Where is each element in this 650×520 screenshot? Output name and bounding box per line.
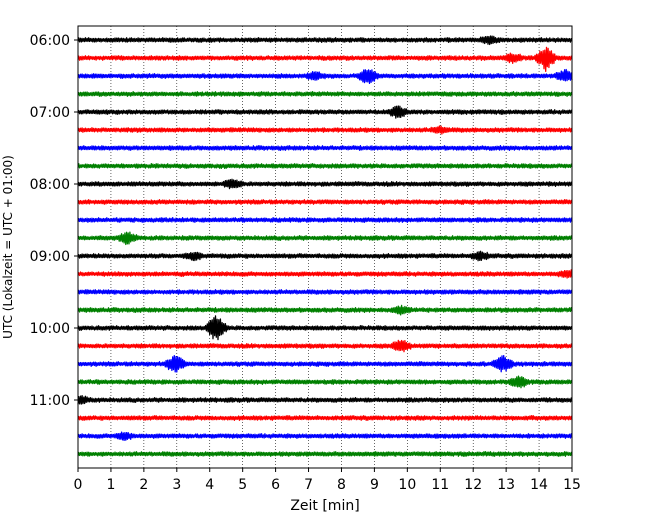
trace-0815 xyxy=(77,199,573,205)
x-tick-label: 2 xyxy=(139,477,148,493)
trace-0800 xyxy=(77,178,573,190)
y-axis-ticks: 06:00 07:00 08:00 09:00 10:00 11:00 xyxy=(30,33,78,409)
trace-1030 xyxy=(77,354,573,373)
x-tick-label: 7 xyxy=(304,477,313,493)
x-tick-label: 10 xyxy=(398,477,416,493)
trace-0615 xyxy=(77,46,573,72)
x-tick-label: 1 xyxy=(106,477,115,493)
x-tick-label: 14 xyxy=(530,477,548,493)
trace-0945 xyxy=(77,304,573,316)
trace-0730 xyxy=(77,144,573,152)
x-tick-label: 6 xyxy=(271,477,280,493)
x-tick-label: 4 xyxy=(205,477,214,493)
x-axis-label: Zeit [min] xyxy=(290,498,359,514)
x-tick-label: 8 xyxy=(337,477,346,493)
x-tick-label: 15 xyxy=(563,477,581,493)
seismogram-traces xyxy=(77,35,573,457)
trace-0645 xyxy=(77,91,573,97)
trace-0745 xyxy=(77,163,573,170)
plot-frame xyxy=(77,25,573,469)
trace-0900 xyxy=(77,250,573,262)
trace-0700 xyxy=(77,105,573,119)
trace-0845 xyxy=(77,231,573,246)
x-tick-label: 0 xyxy=(74,477,83,493)
trace-1115 xyxy=(77,414,573,421)
y-axis-label: UTC (Lokalzeit = UTC + 01:00) xyxy=(1,155,15,339)
x-tick-label: 11 xyxy=(431,477,449,493)
trace-1145 xyxy=(77,450,573,457)
x-tick-label: 5 xyxy=(238,477,247,493)
x-tick-label: 3 xyxy=(172,477,181,493)
x-axis-ticks: 0 1 2 3 4 5 6 7 8 9 10 11 12 13 14 15 xyxy=(74,468,581,493)
y-tick-label: 11:00 xyxy=(30,393,70,409)
trace-1045 xyxy=(77,375,573,389)
y-tick-label: 10:00 xyxy=(30,321,70,337)
y-tick-label: 09:00 xyxy=(30,249,70,265)
trace-0830 xyxy=(77,216,573,224)
x-tick-label: 13 xyxy=(497,477,515,493)
y-tick-label: 06:00 xyxy=(30,33,70,49)
trace-1000 xyxy=(77,315,573,341)
trace-0600 xyxy=(77,35,573,46)
trace-1100 xyxy=(77,394,573,405)
y-tick-label: 08:00 xyxy=(30,177,70,193)
trace-0930 xyxy=(77,288,573,295)
x-tick-label: 12 xyxy=(464,477,482,493)
trace-1130 xyxy=(77,431,573,442)
trace-0915 xyxy=(77,269,573,279)
y-tick-label: 07:00 xyxy=(30,105,70,121)
trace-0630 xyxy=(77,68,573,85)
trace-1015 xyxy=(77,339,573,353)
x-tick-label: 9 xyxy=(370,477,379,493)
trace-0715 xyxy=(77,125,573,135)
